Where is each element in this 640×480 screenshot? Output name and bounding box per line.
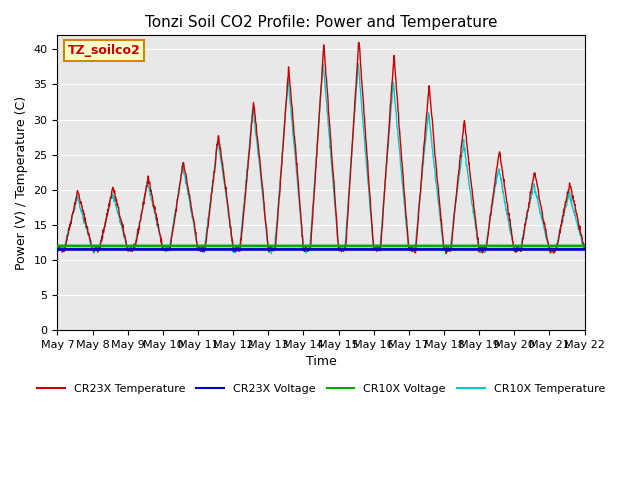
- Title: Tonzi Soil CO2 Profile: Power and Temperature: Tonzi Soil CO2 Profile: Power and Temper…: [145, 15, 497, 30]
- Text: TZ_soilco2: TZ_soilco2: [68, 44, 141, 57]
- X-axis label: Time: Time: [306, 355, 337, 369]
- Legend: CR23X Temperature, CR23X Voltage, CR10X Voltage, CR10X Temperature: CR23X Temperature, CR23X Voltage, CR10X …: [33, 379, 609, 398]
- Y-axis label: Power (V) / Temperature (C): Power (V) / Temperature (C): [15, 96, 28, 270]
